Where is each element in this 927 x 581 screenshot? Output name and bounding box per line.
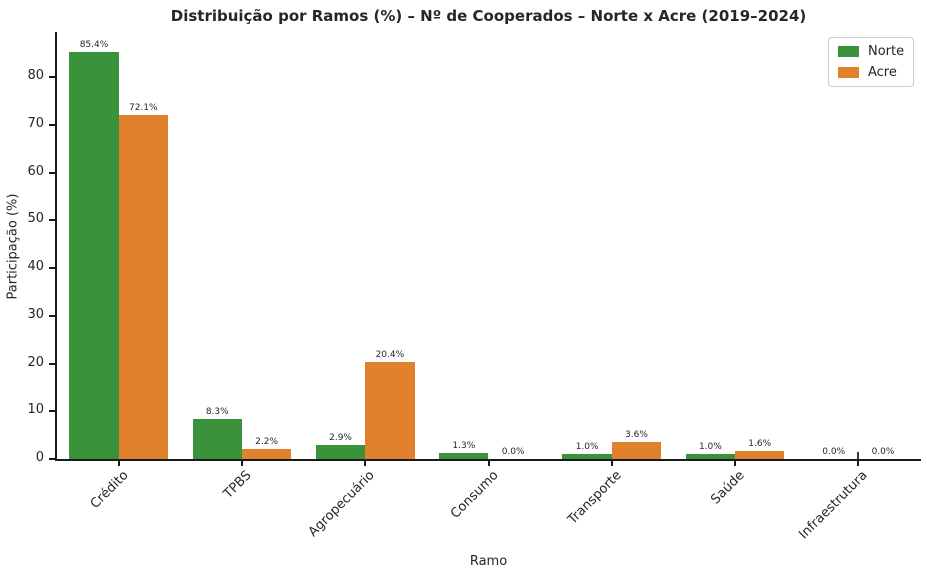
value-label-acre-infraestrutura: 0.0% [871,447,895,457]
value-label-norte-saude: 1.0% [698,442,722,453]
value-label-acre-tpbs: 2.2% [255,436,279,447]
bar-acre-transporte [611,441,662,459]
x-tick-credito [117,461,120,466]
y-tick-30 [49,314,55,317]
x-tick-consumo [487,461,490,466]
legend-label-acre: Acre [868,65,897,80]
value-label-norte-tpbs: 8.3% [205,407,229,418]
x-tick-tpbs [240,461,243,466]
bar-norte-saude [685,454,736,459]
value-label-acre-credito: 72.1% [129,103,158,113]
y-tick-label-50: 50 [27,211,44,227]
legend-item-acre: Acre [838,65,904,80]
y-tick-label-60: 60 [27,163,44,179]
x-tick-agropecuario [364,461,367,466]
bar-norte-transporte [562,454,612,459]
y-tick-60 [49,171,55,174]
bar-acre-tpbs [241,448,292,459]
y-tick-50 [49,219,55,222]
bar-norte-credito [69,51,119,459]
zero-bar-marker [857,452,859,459]
x-axis-spine [55,459,921,461]
y-tick-0 [49,458,55,460]
value-label-acre-transporte: 3.6% [625,429,648,440]
value-label-norte-transporte: 1.0% [575,442,599,453]
y-tick-label-80: 80 [27,68,44,84]
value-label-acre-consumo: 0.0% [501,447,525,457]
y-tick-20 [49,362,55,365]
y-tick-label-40: 40 [27,259,44,275]
value-label-norte-consumo: 1.3% [452,440,476,451]
value-label-acre-saude: 1.6% [748,439,772,450]
y-axis-spine [55,32,57,461]
bar-acre-saude [735,451,785,459]
acre-series-swatch-icon [838,67,859,78]
bar-norte-tpbs [192,419,242,459]
legend-item-norte: Norte [838,44,904,59]
x-tick-infraestrutura [857,461,860,466]
x-tick-transporte [610,461,613,466]
legend: Norte Acre [828,37,915,87]
bar-norte-agropecuario [315,445,366,459]
y-tick-label-10: 10 [27,402,44,418]
y-tick-label-20: 20 [27,354,44,370]
value-label-acre-agropecuario: 20.4% [375,349,405,360]
bar-acre-agropecuario [365,361,415,459]
y-tick-label-70: 70 [27,116,44,132]
bar-norte-consumo [439,452,489,459]
norte-series-swatch-icon [838,46,859,57]
y-tick-70 [49,124,55,127]
y-tick-label-0: 0 [35,450,44,465]
legend-label-norte: Norte [868,44,905,59]
chart-title: Distribuição por Ramos (%) – Nº de Coope… [170,7,807,25]
y-tick-80 [49,76,55,79]
value-label-norte-infraestrutura: 0.0% [822,447,846,457]
x-axis-label: Ramo [469,554,508,569]
bar-acre-credito [118,115,168,459]
value-label-norte-agropecuario: 2.9% [329,433,352,444]
y-tick-label-30: 30 [27,306,44,322]
y-tick-40 [49,267,55,270]
value-label-norte-credito: 85.4% [79,39,109,50]
x-tick-saude [734,461,737,466]
y-tick-10 [49,410,55,413]
